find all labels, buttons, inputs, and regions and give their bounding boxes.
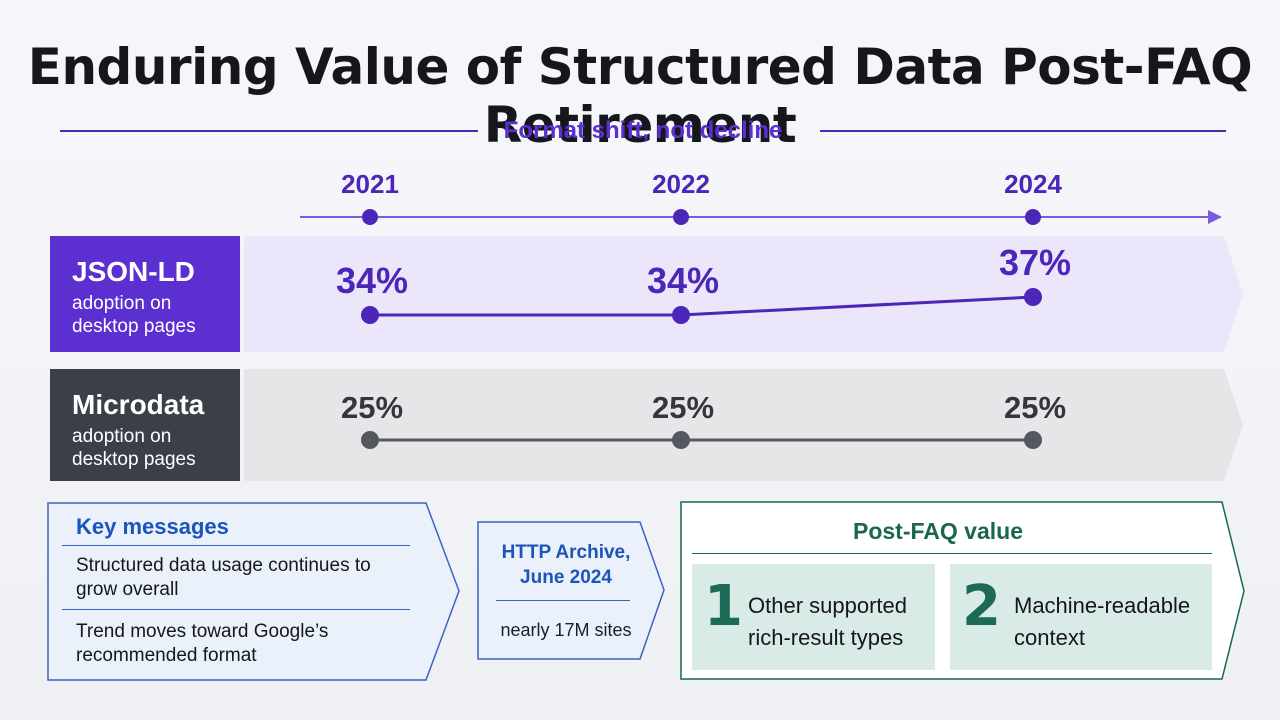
microdata-label: Microdata adoption on desktop pages [50, 369, 240, 481]
series-layer: 34% 34% 37% 25% 25% 25% [336, 242, 1071, 449]
data-point [672, 431, 690, 449]
key-messages-rule-2 [62, 609, 410, 610]
data-label: 34% [336, 260, 408, 301]
timeline-year-label: 2024 [1004, 169, 1062, 199]
page-title: Enduring Value of Structured Data Post-F… [27, 38, 1253, 154]
post-faq-rule [692, 553, 1212, 554]
microdata-label-name: Microdata [72, 389, 205, 420]
timeline-year-label: 2021 [341, 169, 399, 199]
source-rule [496, 600, 630, 601]
jsonld-label-desc: adoption on desktop pages [72, 293, 196, 337]
subtitle: Format shift, not decline [503, 117, 783, 144]
source-title: HTTP Archive, June 2024 [501, 542, 631, 588]
data-point [1024, 431, 1042, 449]
subtitle-line-right [820, 130, 1226, 132]
key-messages-rule-1 [62, 545, 410, 546]
data-point [1024, 288, 1042, 306]
data-label: 34% [647, 260, 719, 301]
subtitle-line-left [60, 130, 478, 132]
data-point [361, 431, 379, 449]
subtitle-row: Format shift, not decline [60, 116, 1226, 146]
post-faq-card-text: Other supported rich-result types [748, 593, 907, 650]
timeline-year-label: 2022 [652, 169, 710, 199]
key-messages-box [47, 502, 460, 681]
post-faq-card-number: 1 [704, 574, 743, 639]
post-faq-card-text: Machine-readable context [1014, 593, 1191, 650]
post-faq-card-1: 1 Other supported rich-result types [692, 564, 935, 670]
data-point [361, 306, 379, 324]
data-label: 25% [341, 390, 403, 425]
data-label: 25% [1004, 390, 1066, 425]
timeline-dot [362, 209, 378, 225]
key-message-item: Trend moves toward Google’s recommended … [76, 621, 329, 666]
timeline-arrow-icon [1208, 210, 1222, 224]
key-messages-title: Key messages [76, 514, 229, 539]
post-faq-card-2: 2 Machine-readable context [950, 564, 1212, 670]
jsonld-label-name: JSON-LD [72, 256, 195, 287]
microdata-label-desc: adoption on desktop pages [72, 426, 196, 470]
jsonld-label-box [50, 236, 240, 352]
jsonld-label: JSON-LD adoption on desktop pages [50, 236, 240, 352]
data-point [672, 306, 690, 324]
post-faq-card-number: 2 [962, 574, 1001, 639]
post-faq-title: Post-FAQ value [853, 518, 1023, 544]
microdata-band [244, 369, 1243, 481]
jsonld-band [244, 236, 1243, 352]
source-box [477, 521, 665, 660]
source-sites: nearly 17M sites [500, 620, 632, 640]
data-label: 25% [652, 390, 714, 425]
timeline-layer: 2021 2022 2024 [341, 169, 1062, 225]
microdata-label-box [50, 369, 240, 481]
data-label: 37% [999, 242, 1071, 283]
timeline-dot [673, 209, 689, 225]
timeline-dot [1025, 209, 1041, 225]
key-message-item: Structured data usage continues to grow … [76, 555, 371, 600]
